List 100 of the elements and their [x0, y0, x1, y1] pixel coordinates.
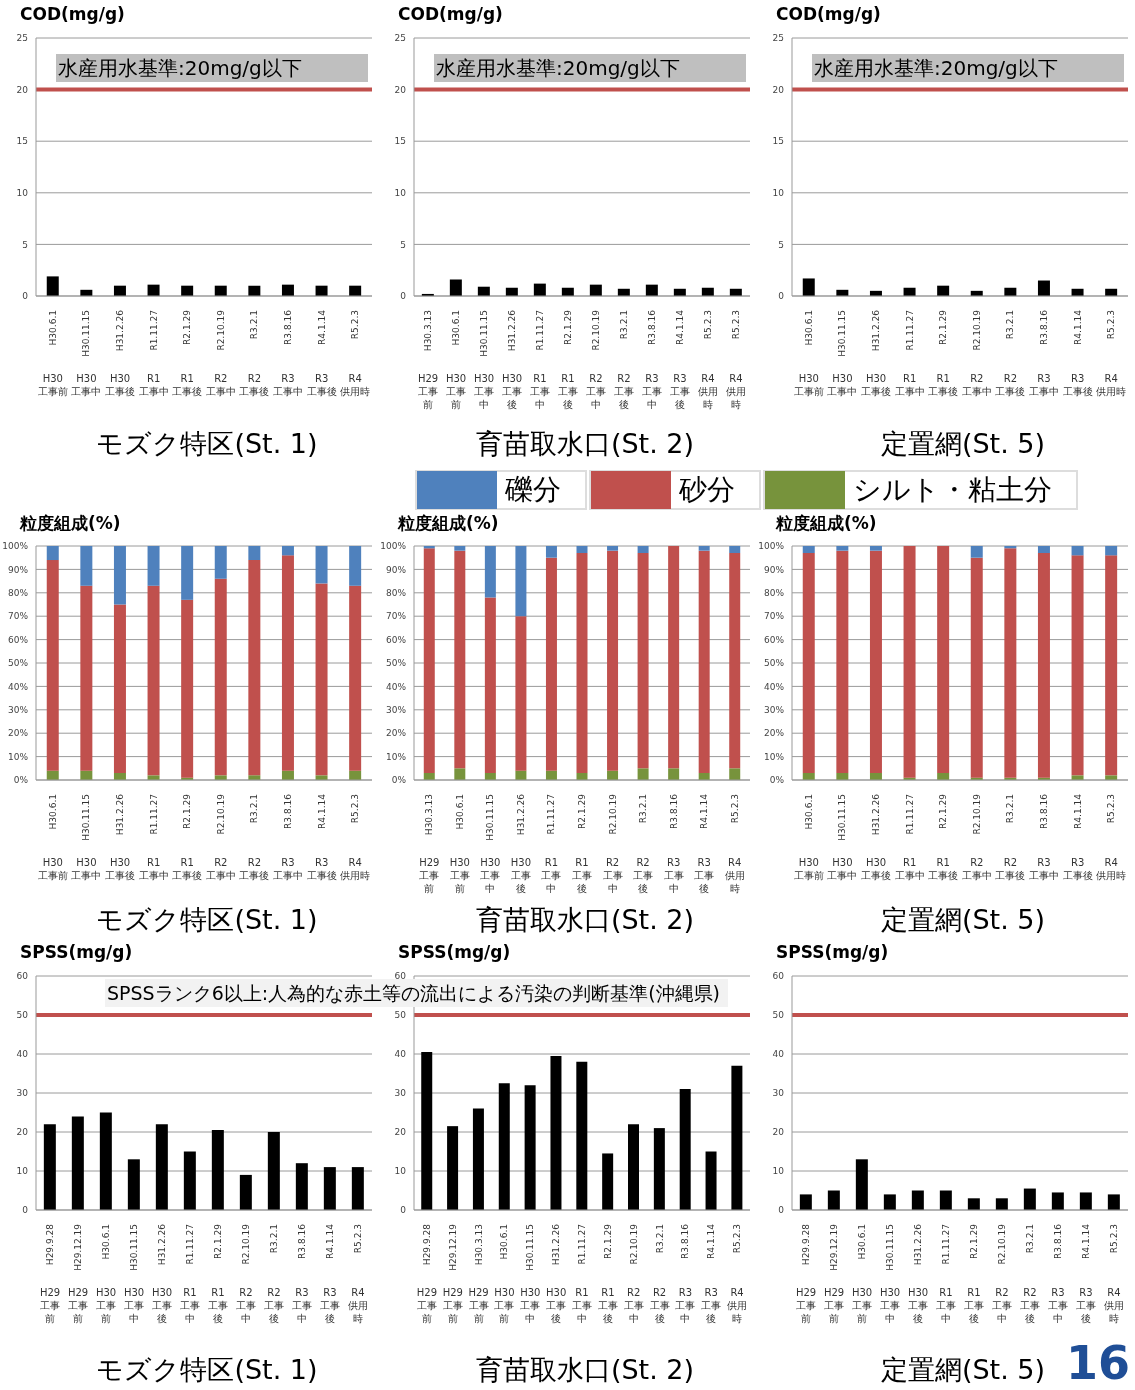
bar [602, 1153, 614, 1210]
category-label: R4.1.14 R3 工事後 [306, 310, 337, 397]
category-label: R5.2.3 R4 供用時 [1104, 1224, 1124, 1324]
category-label: H30.11.15 H30 工事中 [480, 794, 501, 894]
category-label: R4.1.14 R3 工事後 [701, 1224, 722, 1324]
y-tick-label: 0 [400, 1205, 407, 1216]
category-label: R3.8.16 R3 工事中 [663, 794, 684, 894]
y-tick-label: 20 [16, 1127, 29, 1138]
y-tick-label: 20% [385, 728, 407, 739]
bar [155, 1124, 168, 1210]
bar [731, 1065, 743, 1210]
bar [653, 1128, 665, 1210]
category-label: H29.9.28 H29 工事前 [416, 1224, 438, 1324]
category-label: R3.8.16 R3 工事中 [1029, 794, 1059, 881]
y-tick-label: 0 [22, 291, 29, 302]
category-label: R4.1.14 R3 工事後 [1062, 310, 1093, 397]
bar [1037, 546, 1050, 554]
bar [550, 1055, 562, 1210]
y-tick-label: 5 [22, 239, 28, 250]
bar [937, 546, 950, 773]
y-tick-label: 40 [394, 1049, 407, 1060]
category-label: R2.1.29 R1 工事後 [964, 1224, 984, 1324]
x-axis-title: モズク特区(St. 1) [95, 1353, 319, 1387]
bar [668, 768, 680, 780]
y-axis-title: COD(mg/g) [776, 4, 881, 24]
bar [607, 550, 619, 771]
category-label: H30.3.13 H29 工事前 [419, 794, 440, 894]
y-tick-label: 80% [763, 587, 785, 598]
bar [970, 546, 983, 558]
category-label: R1.11.27 R1 工事中 [572, 1224, 592, 1324]
bar [472, 1108, 484, 1210]
x-axis-title: 定置網(St. 5) [879, 903, 1047, 937]
bar [545, 557, 557, 771]
category-label: H30.3.13 H29 工事前 [468, 1224, 489, 1324]
y-tick-label: 15 [16, 136, 28, 147]
legend-label: 砂分 [678, 472, 736, 508]
y-tick-label: 25 [16, 33, 28, 44]
y-tick-label: 20% [7, 728, 29, 739]
legend-label: 礫分 [504, 472, 562, 508]
bar [454, 550, 466, 769]
bar [127, 1159, 140, 1210]
bar [113, 546, 126, 605]
y-axis-title: 粒度組成(%) [20, 512, 121, 535]
y-tick-label: 10 [16, 188, 29, 198]
category-label: R5.2.3 R4 供用時 [1096, 310, 1127, 397]
category-label: R1.11.27 R1 工事中 [894, 310, 925, 397]
y-tick-label: 100% [380, 541, 407, 552]
y-tick-label: 60 [394, 971, 407, 982]
category-label: H29.9.28 H29 工事前 [795, 1224, 817, 1324]
category-label: R3.8.16 R3 工事中 [292, 1224, 312, 1324]
y-tick-label: 40 [772, 1049, 785, 1060]
bar [995, 1198, 1008, 1210]
y-axis-title: SPSS(mg/g) [776, 942, 889, 962]
y-tick-label: 30% [7, 704, 29, 715]
y-axis-title: SPSS(mg/g) [20, 942, 133, 962]
bar [637, 768, 649, 780]
y-tick-label: 50% [763, 658, 785, 669]
category-label: R2.10.19 R2 工事中 [236, 1224, 256, 1324]
category-label: R3.8.16 R3 工事中 [642, 310, 662, 410]
ref-line-label: 水産用水基準:20mg/g以下 [436, 55, 680, 80]
category-label: H31.2.26 H30 工事後 [907, 1224, 929, 1324]
bar [211, 1130, 224, 1210]
y-tick-label: 30 [772, 1088, 785, 1099]
y-tick-label: 10 [394, 1166, 407, 1177]
bar [267, 1132, 280, 1210]
text: 16 [1065, 1336, 1130, 1390]
y-tick-label: 0% [769, 775, 785, 786]
y-tick-label: 0 [778, 291, 785, 302]
category-label: H29.12.19 H29 工事前 [442, 1224, 463, 1324]
y-tick-label: 60% [385, 634, 407, 645]
bar [939, 1190, 952, 1210]
y-tick-label: 0 [778, 1205, 785, 1216]
bar [515, 616, 527, 771]
y-tick-label: 50 [16, 1010, 29, 1021]
category-label: R4.1.14 R3 工事後 [670, 310, 690, 410]
category-label: H30.11.15 H30 工事中 [879, 1224, 901, 1324]
bar [99, 1112, 112, 1210]
y-tick-label: 10% [385, 751, 407, 762]
bar [454, 768, 466, 780]
category-label: R2.1.29 R1 工事後 [172, 794, 203, 881]
legend-label: シルト・粘土分 [852, 472, 1053, 508]
bar [80, 546, 93, 586]
bar [295, 1163, 308, 1210]
category-label: R4.1.14 R3 工事後 [306, 794, 337, 881]
bar [248, 560, 261, 776]
category-label: R3.2.1 R2 工事後 [1020, 1224, 1040, 1324]
bar [147, 546, 160, 586]
y-tick-label: 100% [758, 541, 785, 552]
y-tick-label: 60% [763, 634, 785, 645]
category-label: R5.2.3 R4 供用時 [340, 794, 371, 881]
y-axis-title: SPSS(mg/g) [398, 942, 511, 962]
bar [239, 1174, 252, 1210]
bar [729, 546, 741, 554]
category-label: R1.11.27 R1 工事中 [894, 794, 925, 881]
category-label: R3.2.1 R2 工事後 [649, 1224, 670, 1324]
category-label: H29.12.19 H29 工事前 [823, 1224, 845, 1324]
y-tick-label: 90% [7, 564, 29, 575]
category-label: H30.6.1 H30 工事前 [37, 794, 68, 881]
y-tick-label: 100% [2, 541, 29, 552]
category-label: H31.2.26 H30 工事後 [861, 794, 891, 881]
